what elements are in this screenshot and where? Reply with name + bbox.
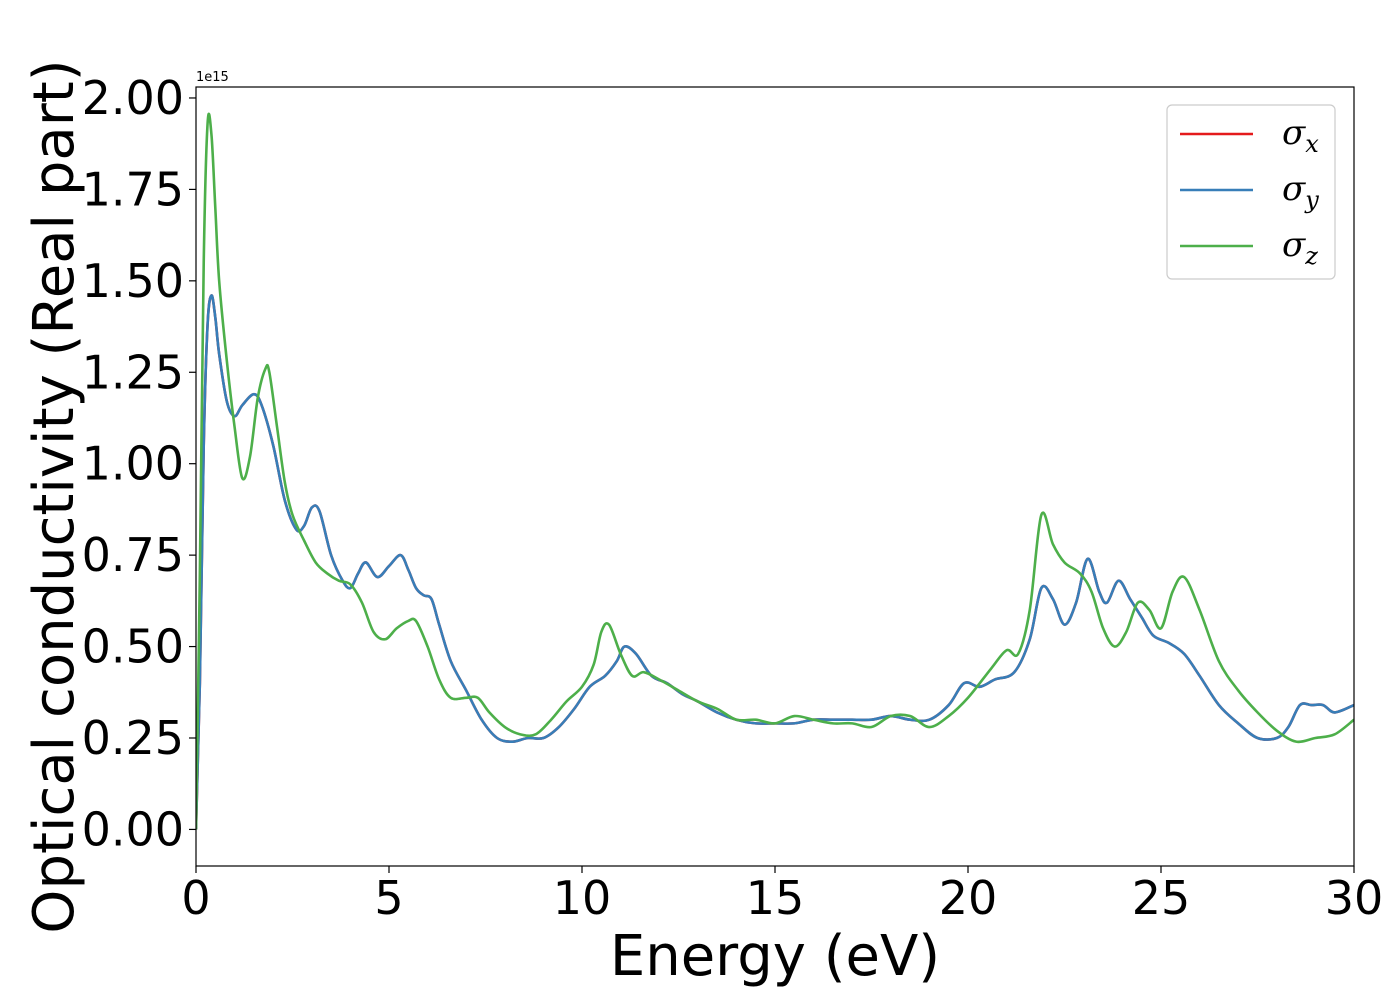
y-tick-label: 0.00 bbox=[82, 802, 184, 856]
y-axis-offset-label: 1e15 bbox=[196, 70, 229, 85]
x-tick-label: 0 bbox=[181, 871, 210, 925]
y-tick-label: 1.00 bbox=[82, 437, 184, 491]
x-tick-label: 10 bbox=[553, 871, 612, 925]
x-tick-label: 20 bbox=[939, 871, 998, 925]
y-tick-label: 0.25 bbox=[82, 711, 184, 765]
y-tick-label: 2.00 bbox=[82, 71, 184, 125]
y-tick-label: 1.25 bbox=[82, 345, 184, 399]
series-layer bbox=[196, 112, 1354, 830]
y-tick-label: 0.75 bbox=[82, 528, 184, 582]
x-tick-label: 5 bbox=[374, 871, 403, 925]
series-line-y bbox=[196, 294, 1354, 830]
y-tick-label: 1.50 bbox=[82, 254, 184, 308]
y-axis-label: Optical conductivity (Real part) bbox=[22, 59, 87, 933]
x-axis-ticks: 0 5 10 15 20 25 30 bbox=[181, 866, 1383, 925]
y-axis-ticks: 0.00 0.25 0.50 0.75 1.00 1.25 1.50 1.75 2.00 bbox=[82, 71, 196, 856]
x-tick-label: 30 bbox=[1325, 871, 1384, 925]
y-tick-label: 1.75 bbox=[82, 162, 184, 216]
series-line-z bbox=[196, 112, 1354, 830]
legend-box bbox=[1166, 104, 1336, 280]
x-tick-label: 25 bbox=[1132, 871, 1191, 925]
y-tick-label: 0.50 bbox=[82, 620, 184, 674]
x-tick-label: 15 bbox=[746, 871, 805, 925]
x-axis-label: Energy (eV) bbox=[610, 924, 940, 989]
